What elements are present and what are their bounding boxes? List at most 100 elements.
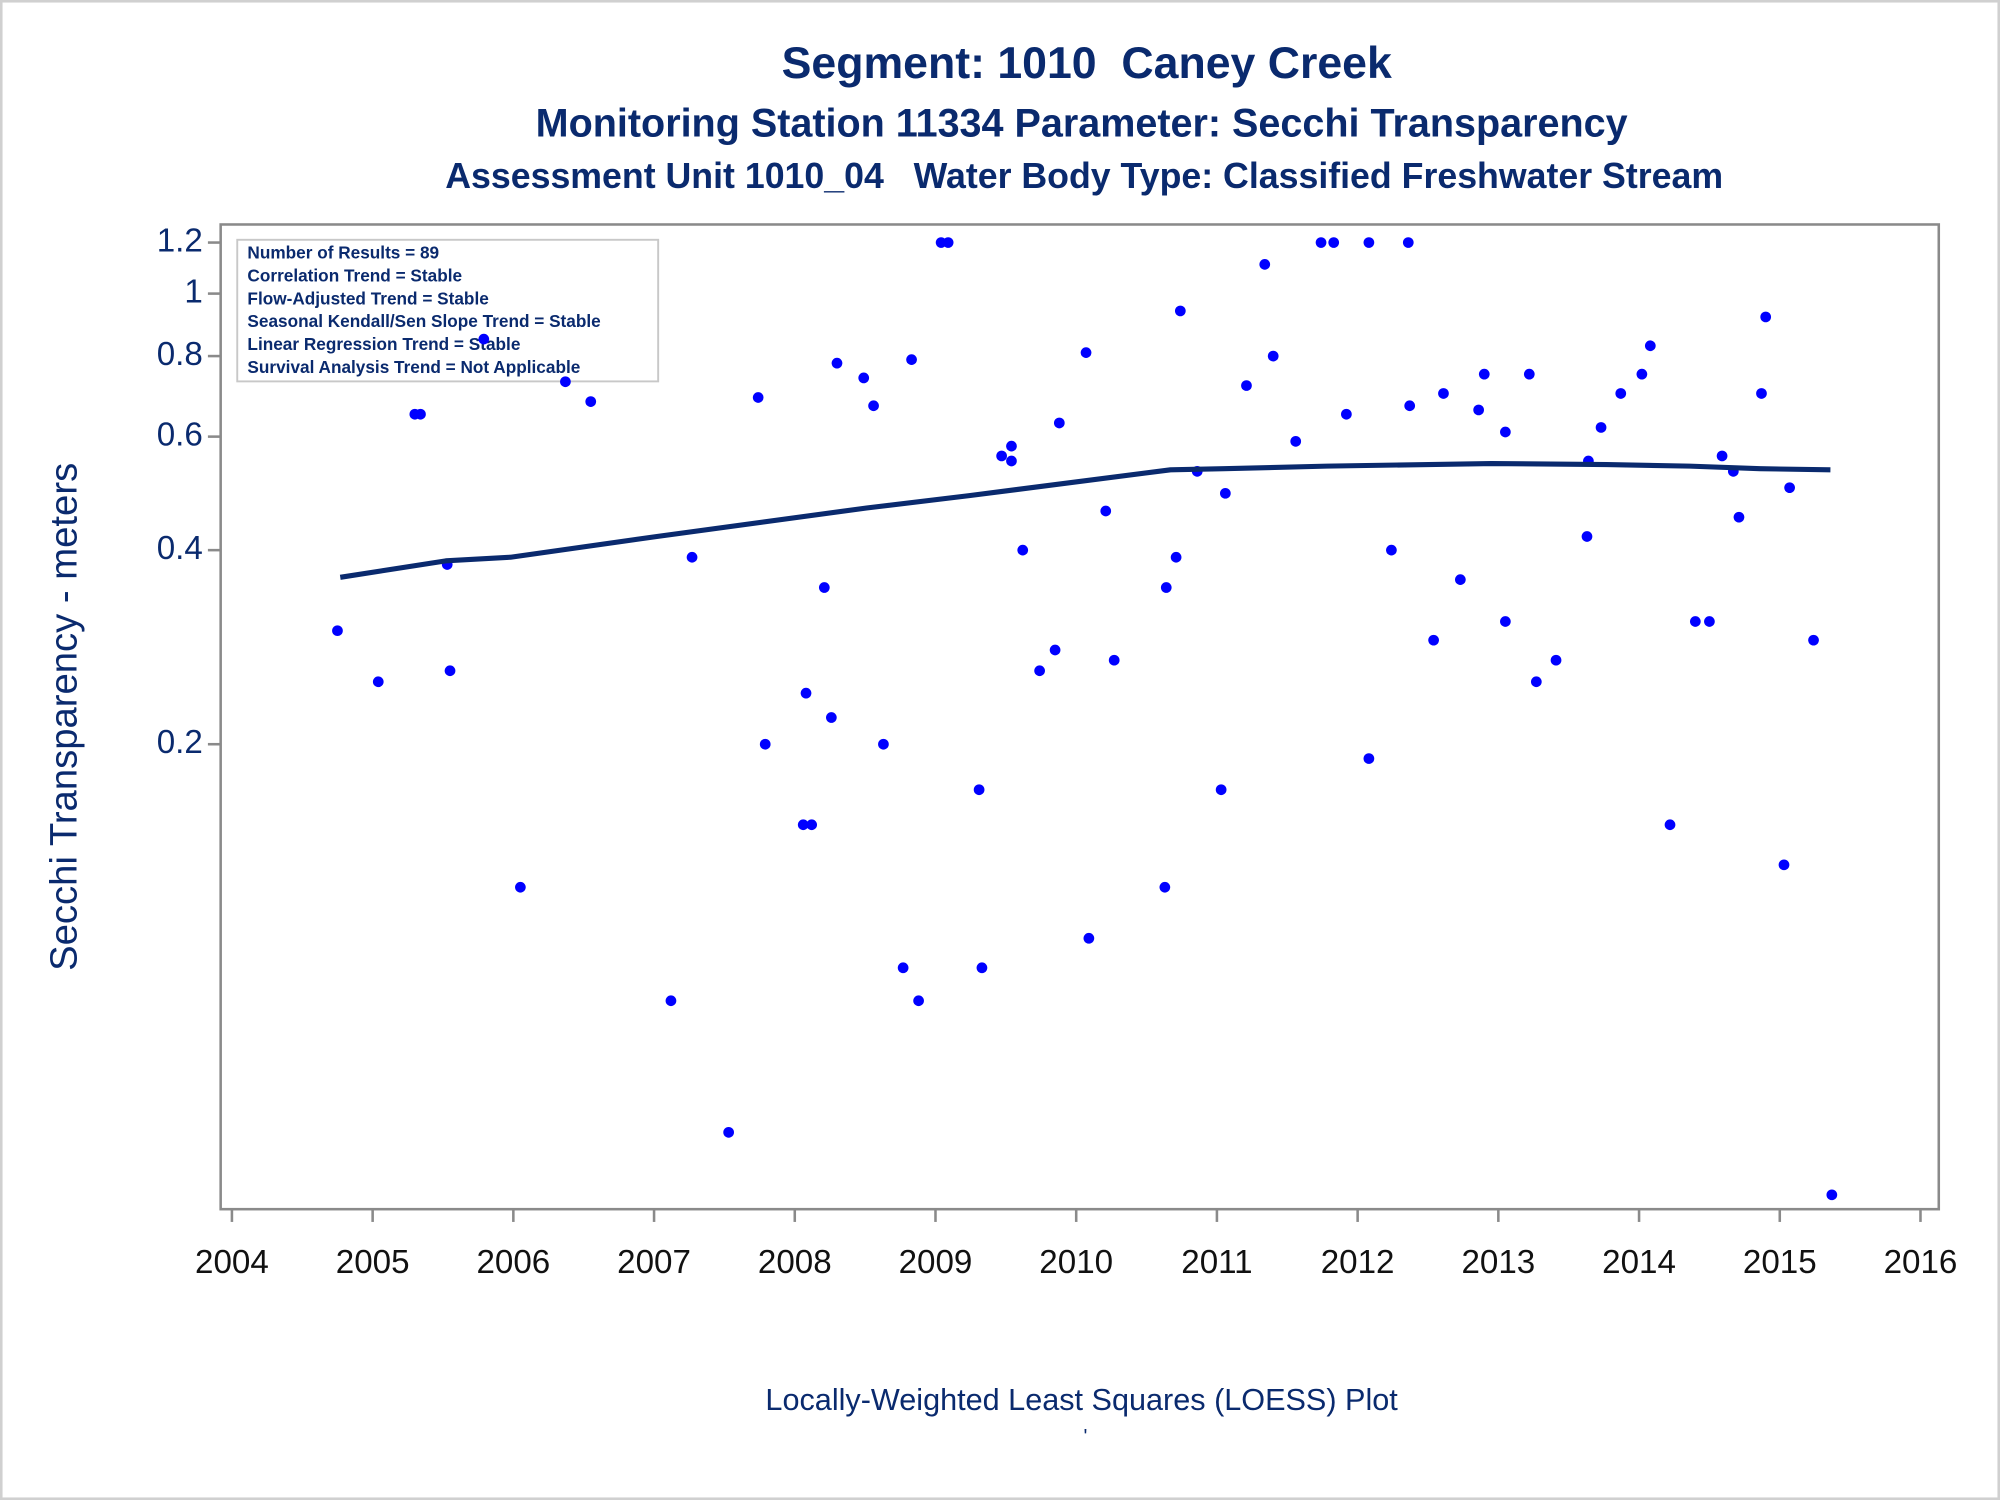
data-point bbox=[415, 408, 426, 420]
data-point bbox=[973, 784, 985, 796]
data-point bbox=[818, 582, 830, 593]
data-point bbox=[752, 392, 764, 403]
stats-box bbox=[236, 238, 660, 383]
x-tick-label: 2012 bbox=[1321, 1244, 1395, 1281]
data-point bbox=[1615, 388, 1627, 399]
data-point bbox=[1006, 440, 1017, 452]
y-tick-label: 1 bbox=[184, 273, 202, 310]
data-point bbox=[913, 995, 924, 1007]
data-point bbox=[858, 372, 870, 384]
data-point bbox=[1290, 435, 1302, 447]
loess-line bbox=[339, 460, 1831, 580]
x-tick-label: 2010 bbox=[1039, 1244, 1113, 1281]
stats-line: Number of Results = 89 bbox=[247, 242, 439, 262]
x-tick-label: 2004 bbox=[195, 1244, 269, 1281]
data-point bbox=[1581, 531, 1593, 542]
data-point bbox=[1733, 511, 1745, 523]
y-tick-label: 0.4 bbox=[157, 530, 203, 567]
data-point bbox=[1500, 616, 1511, 627]
data-point bbox=[560, 376, 571, 388]
stats-lines: Number of Results = 89 Correlation Trend … bbox=[247, 242, 600, 377]
stats-line: Seasonal Kendall/Sen Slope Trend = Stabl… bbox=[247, 311, 600, 331]
data-point bbox=[831, 357, 843, 369]
x-tick-label: 2016 bbox=[1884, 1244, 1958, 1281]
data-point bbox=[1170, 551, 1182, 563]
data-point bbox=[1784, 482, 1795, 494]
data-point bbox=[1053, 417, 1065, 429]
data-point bbox=[759, 738, 771, 750]
data-point bbox=[1473, 404, 1484, 416]
y-tick-label: 0.6 bbox=[157, 416, 203, 453]
data-point bbox=[372, 676, 384, 688]
data-point bbox=[1530, 676, 1542, 688]
data-point bbox=[1034, 665, 1045, 677]
data-point bbox=[1689, 616, 1701, 627]
data-point bbox=[1259, 259, 1271, 270]
x-tick-label: 2014 bbox=[1602, 1244, 1676, 1281]
data-point bbox=[1083, 932, 1095, 944]
x-tick-label: 2015 bbox=[1743, 1244, 1817, 1281]
data-point bbox=[797, 819, 809, 831]
chart-subtitle: Monitoring Station 11334 Parameter: Secc… bbox=[536, 102, 1628, 146]
data-point bbox=[332, 625, 343, 637]
data-point bbox=[1760, 311, 1772, 323]
data-point bbox=[1438, 388, 1449, 399]
stats-line: Survival Analysis Trend = Not Applicable bbox=[247, 357, 580, 377]
data-point bbox=[1160, 582, 1172, 593]
x-tick-label: 2005 bbox=[336, 1244, 410, 1281]
data-point bbox=[1108, 654, 1120, 666]
data-point bbox=[1778, 859, 1790, 871]
y-axis-label: Secchi Transparency - meters bbox=[42, 463, 85, 971]
data-point bbox=[1267, 350, 1279, 362]
chart-subtitle: Assessment Unit 1010_04 Water Body Type:… bbox=[445, 156, 1723, 196]
data-point bbox=[1550, 654, 1562, 666]
data-point bbox=[1644, 340, 1656, 352]
x-tick-label: 2013 bbox=[1461, 1244, 1535, 1281]
data-point bbox=[686, 551, 698, 563]
data-point bbox=[444, 665, 456, 677]
footnote: Locally-Weighted Least Squares (LOESS) P… bbox=[765, 1383, 1398, 1417]
data-point bbox=[478, 333, 490, 345]
x-tick-label: 2009 bbox=[899, 1244, 973, 1281]
data-point bbox=[1159, 881, 1171, 893]
data-point bbox=[1478, 368, 1490, 380]
data-point bbox=[1756, 388, 1767, 399]
data-point bbox=[800, 687, 812, 699]
y-tick-label: 0.8 bbox=[157, 336, 203, 373]
data-point bbox=[1636, 368, 1648, 380]
stats-line: Correlation Trend = Stable bbox=[247, 265, 462, 285]
data-point bbox=[1100, 505, 1112, 517]
y-tick-label: 1.2 bbox=[157, 222, 203, 259]
data-point bbox=[1328, 237, 1340, 248]
x-tick-label: 2006 bbox=[476, 1244, 550, 1281]
data-point bbox=[1808, 634, 1819, 646]
x-tick-label: 2007 bbox=[617, 1244, 691, 1281]
data-point bbox=[806, 819, 818, 831]
chart-title: Segment: 1010 Caney Creek bbox=[782, 39, 1392, 88]
y-tick-label: 0.2 bbox=[157, 724, 203, 761]
stats-line: Flow-Adjusted Trend = Stable bbox=[247, 288, 488, 308]
data-point bbox=[515, 881, 526, 893]
data-point bbox=[1523, 368, 1535, 380]
data-point bbox=[1595, 422, 1607, 433]
x-tick-label: 2011 bbox=[1181, 1244, 1252, 1281]
data-point bbox=[1664, 819, 1676, 831]
data-point bbox=[1500, 426, 1511, 438]
footnote-mark: ' bbox=[1084, 1426, 1088, 1448]
data-point bbox=[906, 354, 917, 365]
data-point bbox=[1704, 616, 1715, 627]
data-point bbox=[665, 995, 677, 1007]
data-point bbox=[585, 396, 597, 407]
data-point bbox=[868, 400, 879, 412]
data-point bbox=[1080, 347, 1092, 358]
data-point bbox=[897, 962, 909, 974]
data-point bbox=[826, 712, 837, 723]
data-point bbox=[1049, 644, 1061, 656]
plot-frame bbox=[219, 223, 1941, 1211]
data-point bbox=[1386, 544, 1397, 556]
data-point bbox=[1404, 400, 1416, 412]
data-point bbox=[1006, 455, 1017, 467]
